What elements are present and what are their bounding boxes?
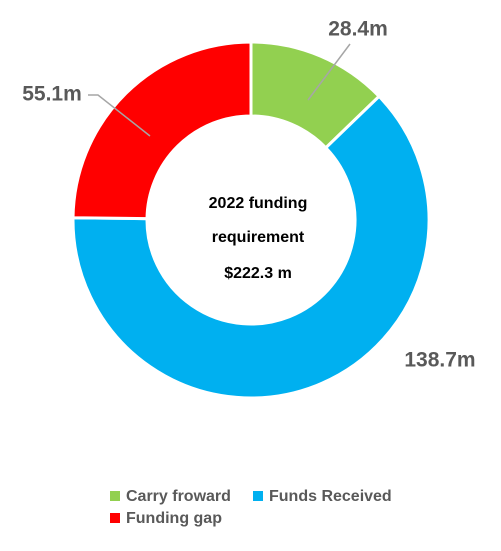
- data-label: 55.1m: [22, 83, 82, 106]
- data-label: 138.7m: [404, 349, 475, 372]
- data-label: 28.4m: [328, 18, 388, 41]
- legend-swatch: [253, 491, 263, 501]
- legend-label: Funding gap: [126, 510, 222, 527]
- legend-label: Funds Received: [269, 488, 392, 505]
- donut-segment: [71, 94, 431, 400]
- leader-line: [307, 43, 351, 101]
- center-text: $222.3 m: [224, 265, 292, 282]
- center-text: requirement: [212, 229, 305, 246]
- legend-swatch: [110, 491, 120, 501]
- leader-line: [88, 94, 151, 137]
- legend-swatch: [110, 513, 120, 523]
- legend-label: Carry froward: [126, 488, 231, 505]
- center-text: 2022 funding: [209, 195, 308, 212]
- donut-segment: [71, 40, 253, 221]
